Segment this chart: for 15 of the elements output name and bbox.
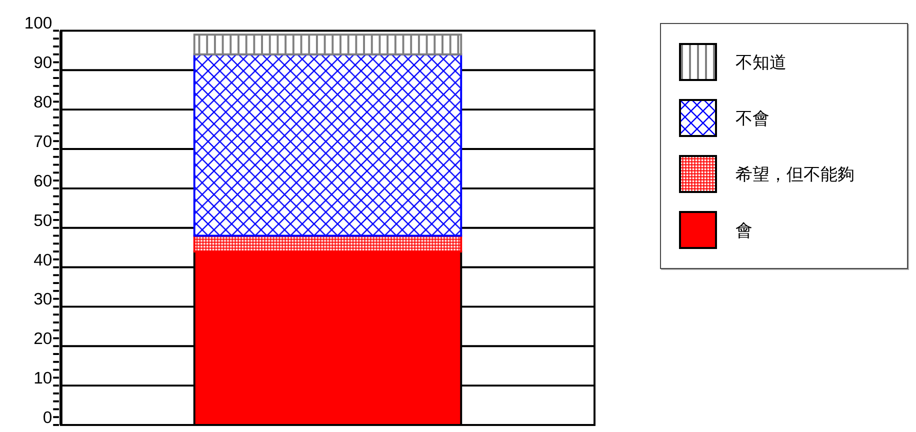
legend-label: 希望，但不能夠 (735, 164, 854, 186)
y-tick-label: 90 (34, 53, 52, 72)
y-tick-label: 70 (34, 132, 52, 152)
y-tick-label: 100 (24, 14, 52, 33)
y-tick-label: 30 (34, 290, 52, 309)
y-tick-label: 50 (34, 210, 52, 230)
legend-label: 會 (735, 220, 752, 242)
legend-label: 不知道 (735, 52, 786, 74)
y-tick-label: 0 (42, 408, 52, 428)
y-tick-label: 60 (34, 171, 52, 190)
y-tick-label: 20 (34, 329, 52, 348)
legend-label: 不會 (735, 108, 770, 130)
y-tick-label: 40 (34, 250, 52, 270)
y-tick-label: 80 (34, 92, 52, 112)
y-tick-label: 10 (34, 368, 52, 388)
